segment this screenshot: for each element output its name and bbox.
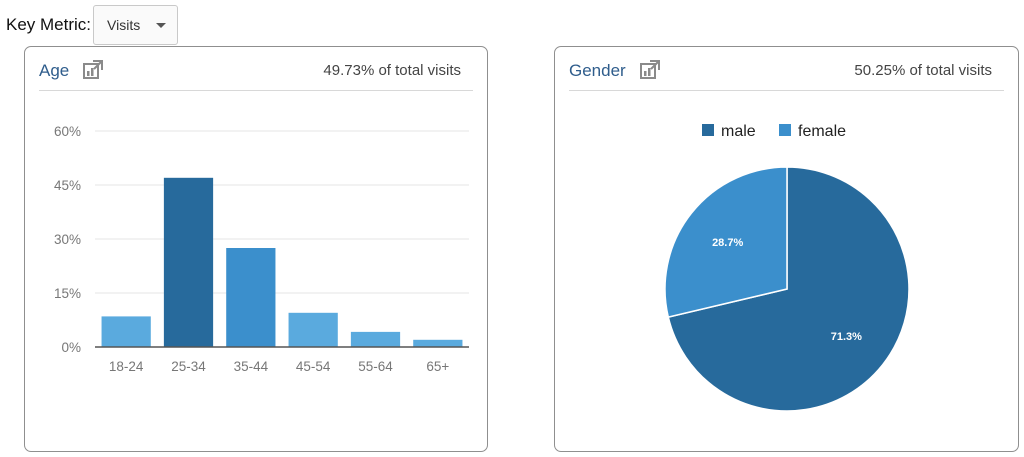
gender-pie-chart: male female 71.3% 28.7% [664,123,910,412]
x-tick-label: 25-34 [171,359,206,374]
pie-slice-female[interactable] [664,166,788,319]
pie-slice-label: 28.7% [712,237,743,249]
age-panel-subtitle: 49.73% of total visits [323,62,461,79]
x-tick-label: 18-24 [109,359,144,374]
legend-swatch-female [779,124,791,136]
x-tick-label: 45-54 [296,359,331,374]
age-panel-title: Age [39,61,70,80]
chevron-down-icon [156,22,167,28]
key-metric-label: Key Metric: [6,15,92,34]
bar-45-54[interactable] [288,312,338,347]
gender-panel-divider [569,90,1004,91]
age-panel-divider [39,90,473,91]
y-tick-label: 15% [54,286,81,301]
age-bar-chart: 0% 15% 30% 45% 60% 18-24 25-34 35-44 45-54 55-64 6… [54,124,469,374]
bar-65+[interactable] [413,339,463,347]
y-tick-label: 30% [54,232,81,247]
y-tick-label: 0% [61,340,81,355]
bar-18-24[interactable] [101,316,151,347]
gender-panel-subtitle: 50.25% of total visits [854,62,992,79]
key-metric-select[interactable]: Visits [93,5,179,45]
pie-slice-male[interactable] [667,166,910,412]
legend-label-male: male [721,123,756,140]
legend-swatch-male [702,124,714,136]
y-tick-label: 45% [54,178,81,193]
bar-55-64[interactable] [350,331,401,347]
gender-panel-title: Gender [569,61,626,80]
bar-35-44[interactable] [226,248,276,347]
key-metric-bar: Key Metric: Visits [6,4,179,46]
x-tick-label: 35-44 [234,359,269,374]
y-tick-label: 60% [54,124,81,139]
pie-slice-label: 71.3% [831,331,862,343]
x-tick-label: 65+ [426,359,449,374]
export-chart-icon[interactable] [82,59,104,81]
key-metric-value: Visits [107,17,141,33]
export-chart-icon[interactable] [639,59,661,81]
bar-25-34[interactable] [163,177,214,347]
x-tick-label: 55-64 [358,359,393,374]
gender-panel: Gender 50.25% of total visits male female… [554,46,1019,452]
age-panel: Age 49.73% of total visits 0% 15% 30% 45% 60… [24,46,488,452]
legend-label-female: female [798,123,846,140]
